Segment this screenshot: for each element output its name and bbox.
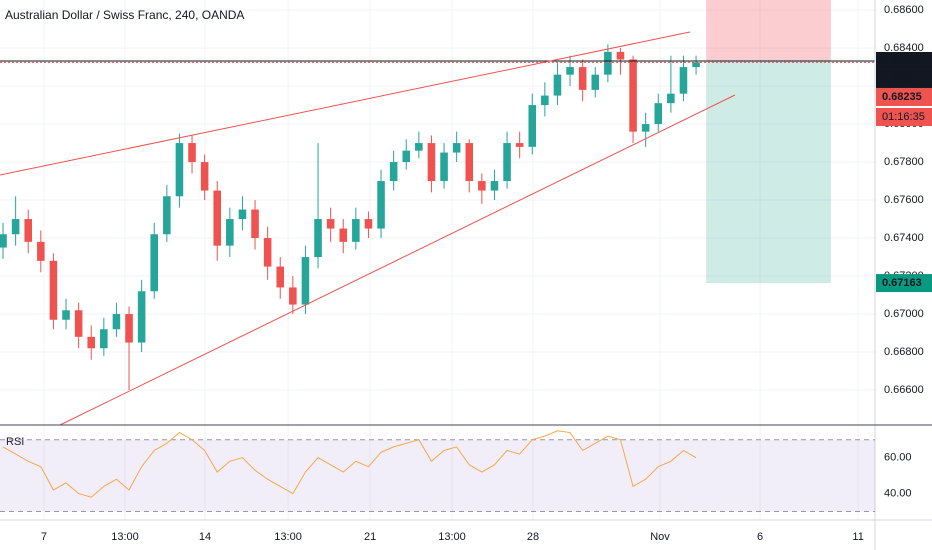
candle-body — [301, 257, 310, 305]
y-tick-label: 0.68600 — [884, 4, 924, 16]
x-tick-label: 28 — [527, 531, 539, 543]
x-tick-label: 13:00 — [274, 531, 302, 543]
candle-body — [553, 74, 562, 96]
y-tick-label: 0.68400 — [884, 42, 924, 54]
candle-body — [641, 124, 650, 132]
candle-body — [478, 181, 486, 191]
candle-body — [402, 150, 411, 163]
candle-body — [452, 143, 461, 153]
stop-zone — [706, 0, 831, 61]
x-tick-label: 6 — [757, 531, 763, 543]
x-tick-label: Nov — [650, 531, 670, 543]
candle-body — [137, 291, 146, 343]
x-tick-label: 21 — [364, 531, 376, 543]
candle-body — [364, 219, 373, 229]
candle-body — [188, 143, 196, 163]
candle-body — [604, 51, 612, 75]
candle-body — [238, 209, 247, 220]
candle-body — [515, 143, 524, 147]
price-marker — [876, 69, 932, 88]
candle-body — [163, 196, 171, 235]
candle-body — [578, 67, 587, 90]
candle-body — [654, 103, 663, 125]
price-axis: 0.686000.684000.682000.680000.678000.676… — [876, 4, 932, 500]
y-tick-label: 0.66800 — [884, 346, 924, 358]
candle-body — [629, 59, 637, 132]
price-pane — [0, 0, 875, 391]
rsi-label: RSI — [6, 436, 24, 448]
x-tick-label: 13:00 — [438, 531, 466, 543]
chart-title: Australian Dollar / Swiss Franc, 240, OA… — [5, 8, 244, 22]
candle-body — [566, 67, 574, 75]
rsi-tick-label: 40.00 — [884, 488, 912, 500]
candle-body — [74, 310, 83, 337]
grid — [0, 0, 875, 520]
candle-body — [200, 162, 209, 191]
candle-body — [616, 51, 625, 60]
candle-body — [503, 143, 511, 182]
countdown: 01:16:35 — [882, 111, 925, 123]
price-marker-label: 0.68235 — [882, 91, 922, 103]
candle-body — [339, 228, 348, 242]
candle-body — [427, 143, 436, 182]
y-tick-label: 0.67800 — [884, 156, 924, 168]
candle-body — [100, 329, 108, 349]
candle-body — [692, 62, 700, 68]
rsi-line — [2, 430, 697, 498]
price-marker-label: 0.68332 — [882, 55, 922, 67]
candle-body — [49, 260, 58, 320]
target-zone — [706, 60, 831, 284]
candle-body — [415, 143, 423, 151]
y-tick-label: 0.67400 — [884, 232, 924, 244]
x-tick-label: 14 — [199, 531, 211, 543]
y-tick-label: 0.67600 — [884, 194, 924, 206]
candle-body — [352, 219, 360, 242]
candle-body — [125, 314, 133, 343]
candle-body — [62, 310, 70, 320]
rsi-band — [0, 439, 875, 512]
candle-body — [490, 181, 499, 191]
y-tick-label: 0.66600 — [884, 384, 924, 396]
candle-body — [251, 209, 259, 239]
candle-body — [175, 143, 184, 197]
candle-body — [276, 266, 285, 288]
price-marker — [876, 274, 932, 293]
candle-body — [541, 95, 549, 106]
candle-body — [226, 219, 234, 246]
candle-body — [326, 219, 335, 229]
x-tick-label: 13:00 — [111, 531, 139, 543]
candle-body — [0, 234, 7, 248]
countdown-box — [876, 107, 932, 126]
price-marker-label: 0.67163 — [882, 277, 922, 289]
candle-body — [679, 67, 688, 94]
candle-body — [389, 162, 398, 182]
candle-body — [150, 234, 159, 292]
candle-body — [289, 287, 297, 305]
candle-body — [11, 219, 20, 235]
overlay — [0, 31, 736, 426]
price-marker-label: 0.68325 — [882, 73, 922, 85]
candle-body — [528, 105, 537, 147]
candle-body — [465, 143, 474, 182]
trend-line — [0, 31, 691, 176]
candle-body — [24, 219, 33, 242]
x-tick-label: 7 — [41, 531, 47, 543]
candle-body — [263, 238, 272, 267]
candle-body — [667, 93, 675, 104]
price-marker — [876, 87, 932, 106]
candle-body — [314, 219, 322, 258]
y-tick-label: 0.67000 — [884, 308, 924, 320]
candle-body — [377, 181, 385, 229]
candle-body — [213, 190, 222, 246]
candle-body — [37, 241, 45, 261]
x-tick-label: 11 — [852, 531, 863, 543]
candle-body — [440, 152, 448, 182]
candle-body — [591, 74, 600, 90]
rsi-tick-label: 60.00 — [884, 452, 912, 464]
trend-line — [59, 94, 736, 426]
candle-body — [87, 336, 96, 349]
candle-body — [112, 314, 121, 330]
price-marker — [876, 51, 932, 70]
